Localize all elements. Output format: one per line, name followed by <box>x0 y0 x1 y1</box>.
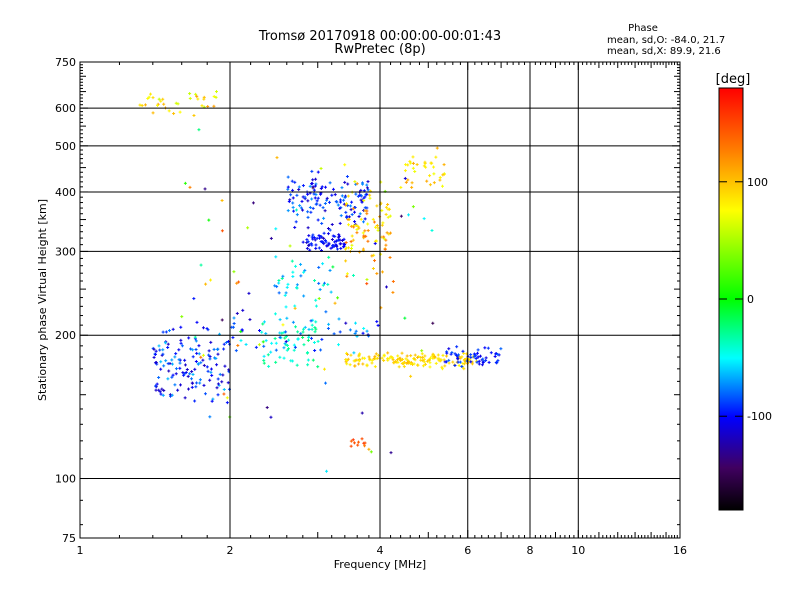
phase-mean-x: mean, sd,X: 89.9, 21.6 <box>607 46 721 57</box>
chart-subtitle: RwPretec (8p) <box>334 42 425 57</box>
x-tick-label: 10 <box>571 544 585 557</box>
x-axis-label: Frequency [MHz] <box>334 558 426 571</box>
y-tick-label: 500 <box>55 140 76 153</box>
scatter-points <box>138 90 503 473</box>
y-tick-label: 200 <box>55 329 76 342</box>
x-tick-label: 1 <box>77 544 84 557</box>
y-axis-ticks: 75 100 200 300 400 500 600 750 <box>55 56 680 545</box>
colorbar-tick-label: 100 <box>747 176 768 189</box>
phase-heading: Phase <box>628 23 658 34</box>
x-axis-ticks: 1 2 4 6 8 10 16 <box>77 62 687 557</box>
colorbar-tick-label: 0 <box>747 293 754 306</box>
chart-title: Tromsø 20170918 00:00:00-00:01:43 <box>258 29 501 44</box>
phase-mean-o: mean, sd,O: -84.0, 21.7 <box>607 35 725 46</box>
y-tick-label: 400 <box>55 186 76 199</box>
x-tick-label: 4 <box>377 544 384 557</box>
colorbar-tick-label: -100 <box>747 410 772 423</box>
colorbar-ticks: 100 0 -100 <box>719 176 772 423</box>
grid-lines <box>80 62 680 538</box>
x-tick-label: 2 <box>227 544 234 557</box>
y-tick-label: 750 <box>55 56 76 69</box>
x-tick-label: 16 <box>673 544 687 557</box>
y-axis-label: Stationary phase Virtual Height [km] <box>36 199 49 401</box>
colorbar-label: [deg] <box>716 72 751 87</box>
x-tick-label: 8 <box>527 544 534 557</box>
x-tick-label: 6 <box>464 544 471 557</box>
y-tick-label: 300 <box>55 245 76 258</box>
y-tick-label: 100 <box>55 473 76 486</box>
y-tick-label: 75 <box>62 532 76 545</box>
y-tick-label: 600 <box>55 102 76 115</box>
